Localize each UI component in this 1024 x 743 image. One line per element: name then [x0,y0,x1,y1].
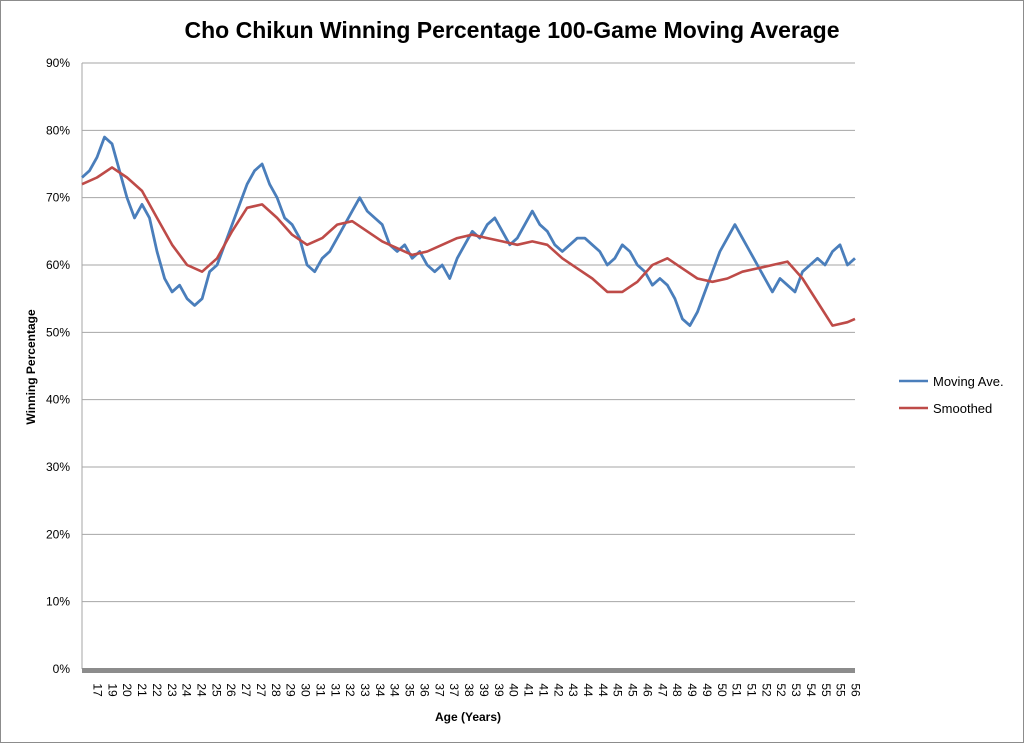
y-tick-label: 40% [46,393,70,407]
x-tick-label: 49 [700,683,714,697]
y-tick-label: 20% [46,527,70,541]
series-layer [81,135,856,327]
x-tick-label: 31 [328,683,342,697]
x-tick-label: 31 [313,683,327,697]
x-tick-label: 28 [269,683,283,697]
x-tick-label: 44 [581,683,595,697]
legend-label-moving-ave: Moving Ave. [933,374,1004,389]
x-tick-label: 41 [522,683,536,697]
y-tick-label: 10% [46,595,70,609]
x-tick-label: 29 [284,683,298,697]
x-tick-label: 19 [105,683,119,697]
x-tick-label: 17 [90,683,104,697]
x-tick-label: 39 [477,683,491,697]
x-tick-label: 53 [789,683,803,697]
y-tick-label: 80% [46,123,70,137]
y-axis-ticks: 0% 10% 20% 30% 40% 50% 60% 70% 80% 90% [46,56,70,676]
x-tick-label: 24 [194,683,208,697]
x-tick-label: 32 [343,683,357,697]
x-tick-label: 54 [804,683,818,697]
gridlines [81,62,855,669]
y-tick-label: 50% [46,325,70,339]
x-tick-label: 56 [849,683,863,697]
x-tick-label: 33 [358,683,372,697]
x-tick-label: 51 [730,683,744,697]
x-tick-label: 42 [551,683,565,697]
legend: Moving Ave. Smoothed [899,374,1004,416]
x-tick-label: 34 [373,683,387,697]
x-tick-label: 47 [655,683,669,697]
x-tick-label: 44 [596,683,610,697]
x-tick-label: 45 [626,683,640,697]
x-tick-label: 41 [536,683,550,697]
x-tick-label: 38 [462,683,476,697]
x-tick-label: 37 [447,683,461,697]
x-tick-label: 30 [299,683,313,697]
x-tick-label: 52 [759,683,773,697]
x-tick-label: 39 [492,683,506,697]
x-tick-label: 40 [507,683,521,697]
legend-label-smoothed: Smoothed [933,401,992,416]
x-tick-label: 24 [180,683,194,697]
x-tick-label: 26 [224,683,238,697]
x-tick-label: 45 [611,683,625,697]
series-line-moving-ave [81,135,856,327]
y-tick-label: 0% [53,662,71,676]
y-tick-label: 90% [46,56,70,70]
x-tick-label: 55 [834,683,848,697]
x-tick-label: 52 [774,683,788,697]
x-tick-label: 20 [120,683,134,697]
x-axis-ticks: 17 19 20 21 22 23 24 24 25 26 27 27 28 29 30 31 31 32 33 34… [90,683,862,697]
x-axis-title: Age (Years) [435,710,501,724]
x-tick-label: 27 [254,683,268,697]
chart-title: Cho Chikun Winning Percentage 100-Game M… [185,17,840,43]
x-tick-label: 36 [417,683,431,697]
x-axis-band [82,668,855,673]
x-tick-label: 35 [403,683,417,697]
x-tick-label: 48 [670,683,684,697]
x-tick-label: 43 [566,683,580,697]
x-tick-label: 23 [165,683,179,697]
x-tick-label: 49 [685,683,699,697]
x-tick-label: 46 [640,683,654,697]
y-axis-title: Winning Percentage [24,309,38,425]
x-tick-label: 25 [209,683,223,697]
y-tick-label: 30% [46,460,70,474]
series-line-smoothed [81,166,856,327]
x-tick-label: 34 [388,683,402,697]
x-tick-label: 37 [432,683,446,697]
x-tick-label: 55 [819,683,833,697]
y-tick-label: 60% [46,258,70,272]
x-tick-label: 22 [150,683,164,697]
x-tick-label: 50 [715,683,729,697]
y-tick-label: 70% [46,191,70,205]
x-tick-label: 27 [239,683,253,697]
x-tick-label: 21 [135,683,149,697]
x-tick-label: 51 [745,683,759,697]
